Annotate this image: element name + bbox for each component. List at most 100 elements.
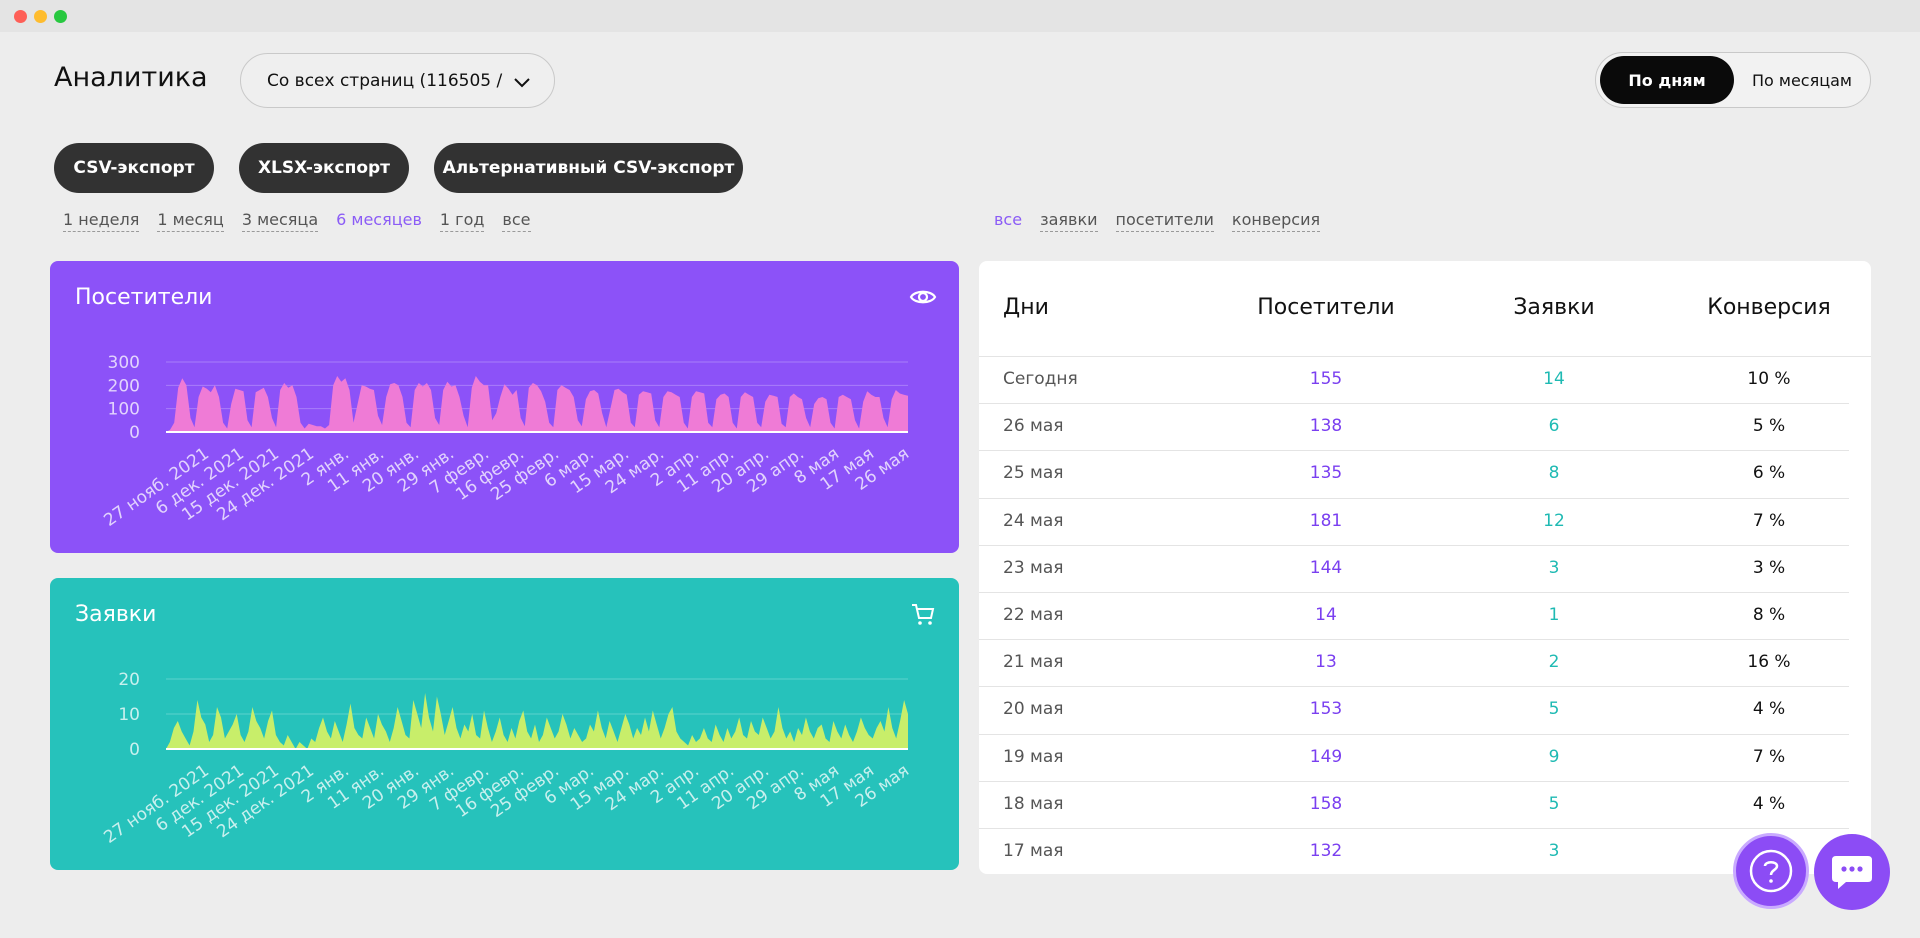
cell-conversion: 8 % [1752,604,1786,625]
column-header-days[interactable]: Дни [1003,295,1049,320]
question-icon [1749,849,1793,893]
cell-leads: 3 [1548,557,1560,578]
cell-visitors: 153 [1309,699,1343,720]
period-filter-1-week[interactable]: 1 неделя [63,210,140,232]
cell-conversion: 4 % [1752,699,1786,720]
table-scrollbar[interactable] [1851,357,1871,874]
window-minimize-button[interactable] [34,10,47,23]
stats-table-header: Дни Посетители Заявки Конверсия [979,261,1871,357]
window-close-button[interactable] [14,10,27,23]
cell-visitors: 14 [1315,604,1337,625]
table-row[interactable]: 18 мая 158 5 4 % [979,782,1849,829]
cell-conversion: 6 % [1752,463,1786,484]
cell-leads: 8 [1548,463,1560,484]
series-area [166,693,908,749]
cart-icon[interactable] [909,600,937,628]
table-row[interactable]: 24 мая 181 12 7 % [979,499,1849,546]
cell-leads: 5 [1548,699,1560,720]
period-filter: 1 неделя 1 месяц 3 месяца 6 месяцев 1 го… [63,210,549,232]
cell-day: 20 мая [1003,699,1064,720]
chat-button[interactable] [1814,834,1890,910]
cell-leads: 1 [1548,604,1560,625]
column-header-leads[interactable]: Заявки [1513,295,1595,320]
table-row[interactable]: 23 мая 144 3 3 % [979,546,1849,593]
view-by-months-button[interactable]: По месяцам [1751,70,1852,90]
window-titlebar [0,0,1920,32]
cell-leads: 6 [1548,416,1560,437]
table-row[interactable]: 17 мая13233 % [979,829,1849,874]
alt-csv-export-button[interactable]: Альтернативный CSV-экспорт [434,143,743,193]
cell-visitors: 158 [1309,793,1343,814]
page-source-select-value: Со всех страниц (116505 / 68: [267,70,507,91]
cell-conversion: 4 % [1752,793,1786,814]
cell-day: 18 мая [1003,793,1064,814]
cell-conversion: 7 % [1752,746,1786,767]
cell-conversion: 3 % [1752,557,1786,578]
cell-day: 21 мая [1003,652,1064,673]
period-filter-1-year[interactable]: 1 год [439,210,485,232]
cell-visitors: 149 [1309,746,1343,767]
y-tick-label: 0 [129,740,140,760]
table-row[interactable]: 25 мая 135 8 6 % [979,451,1849,499]
cell-leads: 2 [1548,652,1560,673]
period-filter-3-months[interactable]: 3 месяца [241,210,319,232]
cell-day: 25 мая [1003,463,1064,484]
cell-visitors: 138 [1309,416,1343,437]
cell-visitors: 132 [1309,840,1343,861]
cell-conversion: 10 % [1747,369,1791,389]
page-title: Аналитика [54,62,208,93]
cell-leads: 12 [1543,510,1565,531]
metric-filter-all[interactable]: все [994,210,1023,229]
period-filter-6-months[interactable]: 6 месяцев [336,210,422,229]
table-row[interactable]: 22 мая 14 1 8 % [979,593,1849,641]
metric-filter-conversion[interactable]: конверсия [1231,210,1321,232]
y-tick-label: 20 [118,670,140,690]
table-row[interactable]: 20 мая 153 5 4 % [979,687,1849,735]
eye-icon[interactable] [909,283,937,311]
table-row[interactable]: 26 мая 138 6 5 % [979,404,1849,452]
column-header-conversion[interactable]: Конверсия [1707,295,1831,320]
help-button[interactable] [1733,833,1809,909]
y-tick-label: 200 [108,376,140,396]
cell-day: Сегодня [1003,369,1078,389]
column-header-visitors[interactable]: Посетители [1257,295,1395,320]
visitors-chart-card: 0 100 200 300 27 нояб. 2021 6 дек. 2021 15 дек… [50,261,959,553]
cell-leads: 5 [1548,793,1560,814]
metric-filter-visitors[interactable]: посетители [1115,210,1214,232]
series-area [166,376,908,432]
window-maximize-button[interactable] [54,10,67,23]
cell-day: 19 мая [1003,746,1064,767]
cell-day: 26 мая [1003,416,1064,437]
table-row[interactable]: 19 мая 149 9 7 % [979,735,1849,782]
period-filter-1-month[interactable]: 1 месяц [157,210,224,232]
csv-export-button[interactable]: CSV-экспорт [54,143,214,193]
cell-day: 17 мая [1003,840,1064,861]
cell-visitors: 155 [1309,369,1343,389]
metric-filter-leads[interactable]: заявки [1040,210,1098,232]
metric-filter: все заявки посетители конверсия [994,210,1338,232]
cell-visitors: 13 [1315,652,1337,673]
leads-chart-card: 0 10 20 27 нояб. 2021 6 дек. 2021 15 дек. 202… [50,578,959,870]
period-filter-all[interactable]: все [502,210,531,232]
y-tick-label: 300 [108,353,140,373]
page-source-select[interactable]: Со всех страниц (116505 / 68: [240,53,555,108]
cell-visitors: 144 [1309,557,1343,578]
chevron-down-icon [514,78,530,88]
cell-day: 23 мая [1003,557,1064,578]
y-tick-label: 0 [129,423,140,443]
cell-conversion: 16 % [1747,652,1791,673]
table-row[interactable]: Сегодня 155 14 10 % [979,357,1849,405]
cell-day: 22 мая [1003,604,1064,625]
table-row[interactable]: 21 мая 13 2 16 % [979,640,1849,688]
stats-table-body[interactable]: Сегодня 155 14 10 % 26 мая 138 6 5 % 25 мая 135 8 6… [979,357,1849,874]
stats-table: Дни Посетители Заявки Конверсия Сегодня 1… [979,261,1871,874]
cell-conversion: 7 % [1752,510,1786,531]
leads-chart-title: Заявки [75,602,157,627]
cell-leads: 9 [1548,746,1560,767]
view-by-days-button[interactable]: По дням [1600,56,1734,104]
xlsx-export-button[interactable]: XLSX-экспорт [239,143,409,193]
chat-bubble-icon [1832,856,1872,889]
cell-leads: 14 [1543,369,1565,389]
